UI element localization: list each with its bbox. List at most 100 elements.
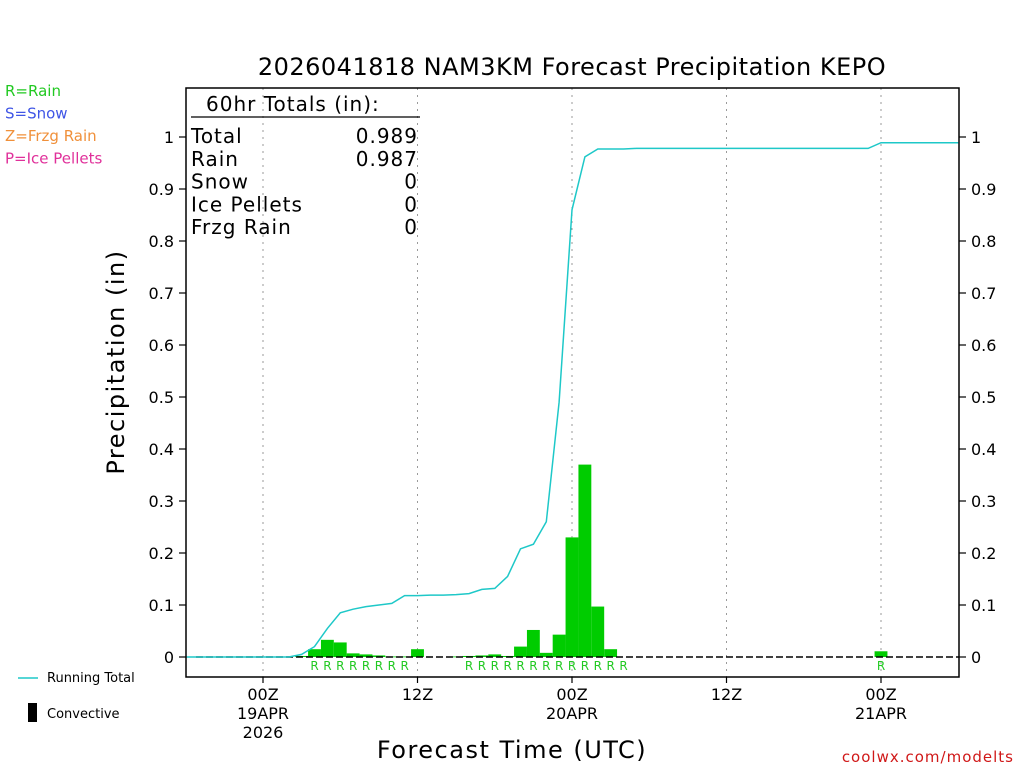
ptype-label: R bbox=[375, 659, 383, 673]
precip-bar bbox=[488, 654, 502, 657]
ptype-label: R bbox=[594, 659, 602, 673]
ptype-legend-item: P=Ice Pellets bbox=[5, 150, 102, 168]
precip-bar bbox=[398, 656, 412, 658]
x-tick-label: 00Z bbox=[865, 685, 896, 704]
precip-bar bbox=[539, 652, 553, 657]
precip-bar bbox=[552, 634, 566, 657]
y-tick-label: 0.1 bbox=[149, 596, 174, 615]
ptype-label: R bbox=[400, 659, 408, 673]
y-tick-label: 0.3 bbox=[149, 492, 174, 511]
y-tick-label: 0.2 bbox=[149, 544, 174, 563]
precip-bar bbox=[359, 654, 373, 657]
running-total-line bbox=[185, 141, 959, 658]
y-tick-label: 0.4 bbox=[149, 440, 174, 459]
ptype-label: R bbox=[606, 659, 614, 673]
precip-bar bbox=[320, 639, 334, 657]
y-tick-label: 0.6 bbox=[149, 336, 174, 355]
totals-row-name: Total bbox=[190, 124, 243, 148]
precip-bar bbox=[411, 649, 424, 657]
precip-bars bbox=[295, 464, 888, 658]
y-axis-label: Precipitation (in) bbox=[102, 249, 130, 474]
x-tick-year: 2026 bbox=[243, 723, 284, 742]
y-tick-label-right: 0.8 bbox=[971, 232, 996, 251]
y-tick-label-right: 0.7 bbox=[971, 284, 996, 303]
precip-bar bbox=[475, 655, 489, 657]
ptype-legend-item: R=Rain bbox=[5, 82, 61, 100]
totals-header: 60hr Totals (in): bbox=[206, 92, 380, 116]
precip-bar bbox=[604, 649, 618, 657]
totals-row-value: 0 bbox=[404, 192, 418, 216]
y-tick-label-right: 0 bbox=[971, 648, 981, 667]
ptype-label: R bbox=[542, 659, 550, 673]
totals-row-name: Snow bbox=[191, 170, 249, 194]
ptype-label: R bbox=[568, 659, 576, 673]
precip-bar bbox=[591, 606, 605, 657]
y-tick-label-right: 0.9 bbox=[971, 180, 996, 199]
ptype-label: R bbox=[388, 659, 396, 673]
credit-text: coolwx.com/modelts bbox=[842, 748, 1014, 766]
precip-bar bbox=[346, 653, 360, 657]
ptype-label: R bbox=[503, 659, 511, 673]
y-tick-label: 0.8 bbox=[149, 232, 174, 251]
ptype-label: R bbox=[555, 659, 563, 673]
ptype-label: R bbox=[516, 659, 524, 673]
precip-bar bbox=[514, 646, 527, 657]
chart-title: 2026041818 NAM3KM Forecast Precipitation… bbox=[258, 53, 886, 81]
convective-legend-label: Convective bbox=[47, 707, 120, 722]
ptype-label: R bbox=[323, 659, 331, 673]
y-tick-label-right: 0.3 bbox=[971, 492, 996, 511]
y-tick-label: 0 bbox=[164, 648, 174, 667]
ptype-label: R bbox=[619, 659, 627, 673]
x-tick-date: 19APR bbox=[237, 704, 289, 723]
ptype-label: R bbox=[310, 659, 318, 673]
ptype-label: R bbox=[478, 659, 486, 673]
x-tick-label: 12Z bbox=[402, 685, 433, 704]
x-tick-label: 00Z bbox=[556, 685, 587, 704]
y-tick-label-right: 0.6 bbox=[971, 336, 996, 355]
y-tick-label-right: 0.1 bbox=[971, 596, 996, 615]
ptype-label: R bbox=[336, 659, 344, 673]
vertical-gridlines bbox=[262, 88, 882, 677]
totals-box: 60hr Totals (in): Total 0.989 Rain 0.987 Snow… bbox=[190, 92, 420, 239]
running-total-legend-label: Running Total bbox=[47, 671, 135, 686]
y-tick-label: 1 bbox=[164, 128, 174, 147]
y-tick-label-right: 0.4 bbox=[971, 440, 996, 459]
ptype-label: R bbox=[362, 659, 370, 673]
ptype-legend-item: Z=Frzg Rain bbox=[5, 127, 97, 145]
totals-row-value: 0 bbox=[404, 215, 418, 239]
precip-bar bbox=[526, 629, 540, 657]
x-tick-label: 12Z bbox=[711, 685, 742, 704]
x-tick-date: 20APR bbox=[546, 704, 598, 723]
x-tick-label: 00Z bbox=[247, 685, 278, 704]
totals-row-name: Rain bbox=[191, 147, 239, 171]
ptype-legend-item: S=Snow bbox=[5, 105, 68, 123]
totals-row-name: Ice Pellets bbox=[191, 192, 303, 216]
x-tick-date: 21APR bbox=[855, 704, 907, 723]
y-tick-label-right: 0.5 bbox=[971, 388, 996, 407]
totals-row-value: 0 bbox=[404, 170, 418, 194]
y-tick-label: 0.5 bbox=[149, 388, 174, 407]
series-legend: Running Total Convective bbox=[18, 671, 135, 722]
precip-bar bbox=[578, 464, 592, 657]
precip-bar bbox=[372, 655, 386, 657]
y-tick-label: 0.7 bbox=[149, 284, 174, 303]
ptype-label: R bbox=[529, 659, 537, 673]
precip-bar bbox=[565, 537, 579, 657]
x-axis-label: Forecast Time (UTC) bbox=[377, 736, 647, 764]
ptype-label: R bbox=[465, 659, 473, 673]
totals-row-value: 0.987 bbox=[356, 147, 418, 171]
totals-row-name: Frzg Rain bbox=[191, 215, 292, 239]
y-tick-label: 0.9 bbox=[149, 180, 174, 199]
precip-bar bbox=[333, 642, 347, 657]
y-ticks-left: 0 0.1 0.2 0.3 0.4 0.5 0.6 0.7 0.8 0.9 1 bbox=[149, 128, 186, 667]
convective-swatch bbox=[28, 703, 37, 722]
y-tick-label-right: 1 bbox=[971, 128, 981, 147]
precip-bar bbox=[308, 649, 321, 657]
precip-bar bbox=[874, 651, 888, 657]
y-ticks-right: 0 0.1 0.2 0.3 0.4 0.5 0.6 0.7 0.8 0.9 1 bbox=[959, 128, 996, 667]
ptype-label: R bbox=[877, 659, 885, 673]
ptype-label: R bbox=[581, 659, 589, 673]
